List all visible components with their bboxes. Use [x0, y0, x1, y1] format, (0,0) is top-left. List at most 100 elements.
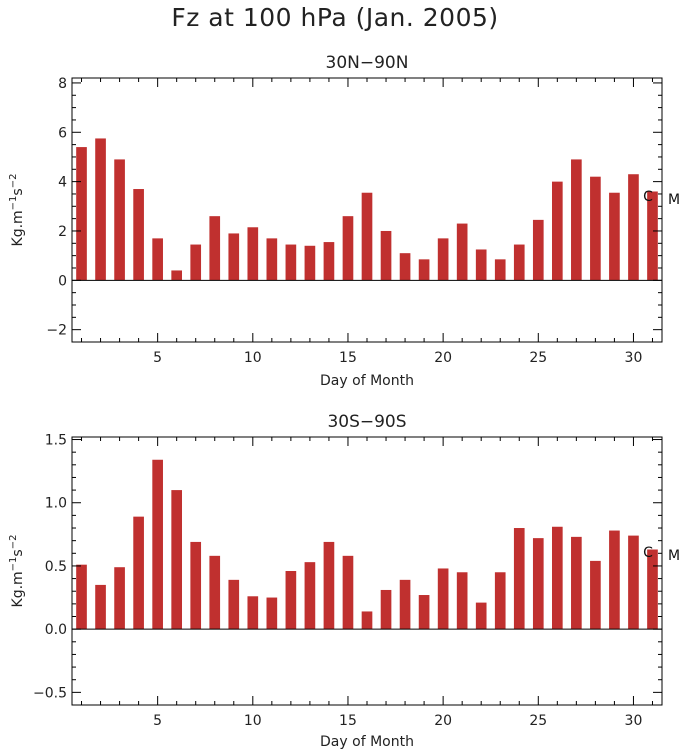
- y-tick-label: 0.0: [45, 622, 67, 638]
- x-axis-label: Day of Month: [320, 734, 414, 750]
- bar-day-4: [133, 189, 144, 281]
- x-tick-label: 30: [625, 713, 643, 729]
- x-tick-label: 20: [434, 350, 452, 366]
- y-tick-label: 2: [58, 224, 67, 240]
- bar-day-27: [571, 536, 582, 630]
- bar-day-10: [247, 227, 259, 281]
- bar-day-30: [628, 535, 639, 630]
- bar-day-14: [323, 242, 335, 281]
- panel-30n-90n: 30N−90N 5 10 15 20 25 30 −2 0 2 4 6 8 Day of Month Kg.…: [8, 53, 680, 389]
- bar-day-6: [171, 270, 183, 281]
- bar-day-31: [647, 191, 658, 281]
- bar-day-24: [513, 244, 525, 281]
- bar-day-6: [171, 490, 183, 630]
- y-axis-label-mid: s: [10, 188, 26, 195]
- bar-day-29: [609, 530, 620, 630]
- bar-day-15: [342, 555, 354, 630]
- bar-day-16: [361, 611, 373, 630]
- y-tick-label: −2: [46, 323, 67, 339]
- x-tick-label: 25: [529, 350, 547, 366]
- bar-day-22: [475, 602, 487, 630]
- y-axis-label-base: Kg.m: [10, 571, 26, 607]
- marker-label-m: M: [668, 192, 680, 208]
- y-tick-label: 8: [58, 76, 67, 92]
- bar-day-21: [456, 572, 468, 630]
- y-axis-label-base: Kg.m: [10, 210, 26, 246]
- bar-day-22: [475, 249, 487, 281]
- bar-day-3: [114, 159, 125, 281]
- bar-day-7: [190, 244, 202, 281]
- x-tick-label: 20: [434, 713, 452, 729]
- y-axis-label-exp1: −1: [8, 557, 19, 572]
- bar-day-28: [590, 176, 601, 281]
- bar-day-17: [380, 589, 392, 630]
- bar-day-31: [647, 549, 658, 630]
- bar-day-10: [247, 596, 259, 630]
- bar-day-5: [152, 459, 163, 630]
- bar-day-7: [190, 541, 202, 630]
- bar-day-30: [628, 174, 639, 281]
- bar-day-16: [361, 192, 373, 281]
- x-axis-label: Day of Month: [320, 373, 414, 389]
- bar-day-17: [380, 230, 392, 281]
- x-tick-label: 25: [529, 713, 547, 729]
- bar-day-23: [494, 572, 506, 630]
- bar-day-11: [266, 238, 278, 281]
- bar-day-25: [532, 538, 544, 630]
- y-axis-label: Kg.m−1s−2: [8, 535, 26, 608]
- x-tick-label: 5: [153, 350, 162, 366]
- bar-day-9: [228, 579, 240, 630]
- y-tick-label: 1.0: [45, 496, 67, 512]
- panel-title: 30S−90S: [327, 412, 406, 432]
- bar-day-23: [494, 259, 506, 281]
- bar-day-9: [228, 233, 240, 281]
- y-axis-label-exp2: −2: [8, 535, 19, 550]
- bar-day-20: [437, 238, 449, 281]
- bar-day-13: [304, 562, 316, 630]
- y-tick-label: 6: [58, 125, 67, 141]
- y-axis-label-exp1: −1: [8, 196, 19, 211]
- y-tick-label: 4: [58, 175, 67, 191]
- bar-day-19: [418, 259, 430, 281]
- x-tick-label: 15: [339, 713, 357, 729]
- bar-day-12: [285, 571, 297, 630]
- x-tick-label: 10: [244, 350, 262, 366]
- bar-day-26: [551, 526, 563, 630]
- bar-day-15: [342, 216, 354, 281]
- y-axis-label: Kg.m−1s−2: [8, 174, 26, 247]
- bar-day-2: [95, 584, 106, 630]
- marker-label-c: C: [643, 545, 653, 561]
- bar-day-14: [323, 541, 335, 630]
- y-tick-label: 1.5: [45, 433, 67, 449]
- bar-day-13: [304, 245, 316, 281]
- bar-day-29: [609, 192, 620, 281]
- bar-day-28: [590, 560, 601, 630]
- bar-day-8: [209, 555, 221, 630]
- y-tick-label: 0.5: [45, 559, 67, 575]
- y-axis-label-exp2: −2: [8, 174, 19, 189]
- bar-day-18: [399, 253, 411, 281]
- panel-30s-90s: 30S−90S 5 10 15 20 25 30 −0.5 0.0 0.5 1.0 1.5 Day of…: [8, 412, 680, 750]
- x-tick-label: 10: [244, 713, 262, 729]
- bar-day-1: [76, 564, 87, 630]
- bar-day-26: [551, 181, 563, 281]
- y-axis-label-mid: s: [10, 549, 26, 556]
- bar-day-3: [114, 567, 125, 630]
- bar-day-5: [152, 238, 163, 281]
- y-tick-label: −0.5: [33, 685, 67, 701]
- y-tick-label: 0: [58, 273, 67, 289]
- bar-day-24: [513, 528, 525, 630]
- bar-day-11: [266, 597, 278, 630]
- panel-title: 30N−90N: [326, 53, 409, 73]
- bar-day-12: [285, 244, 297, 281]
- bar-day-1: [76, 147, 87, 281]
- x-tick-label: 15: [339, 350, 357, 366]
- bar-day-25: [532, 219, 544, 281]
- bar-day-18: [399, 579, 411, 630]
- bar-day-8: [209, 216, 221, 281]
- bar-day-20: [437, 568, 449, 630]
- main-title: Fz at 100 hPa (Jan. 2005): [171, 3, 498, 32]
- bar-day-27: [571, 159, 582, 281]
- marker-label-c: C: [643, 189, 653, 205]
